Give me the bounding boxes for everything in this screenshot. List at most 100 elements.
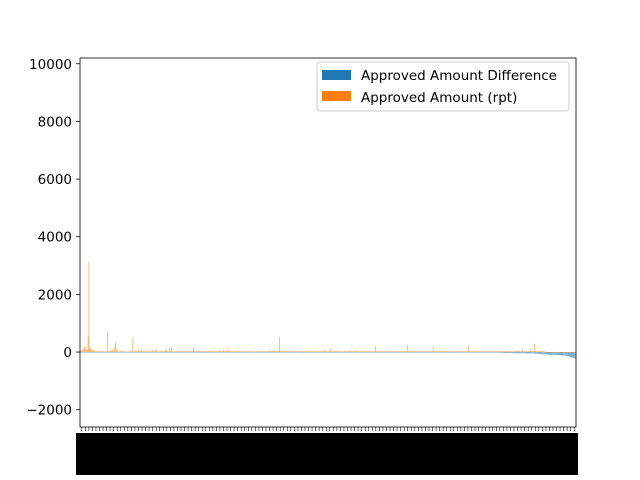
bar-approved-amount-rpt bbox=[205, 351, 207, 353]
bar-approved-amount-rpt bbox=[490, 351, 491, 353]
bar-approved-amount-difference bbox=[507, 352, 509, 353]
bar-approved-amount-rpt bbox=[144, 351, 146, 353]
bar-approved-amount-rpt bbox=[201, 351, 202, 353]
bar-approved-amount-difference bbox=[147, 352, 149, 353]
bar-approved-amount-rpt bbox=[153, 351, 155, 353]
bar-approved-amount-rpt bbox=[569, 352, 570, 353]
bar-approved-amount-difference bbox=[559, 352, 561, 356]
bar-approved-amount-difference bbox=[487, 352, 488, 353]
bar-approved-amount-rpt bbox=[464, 351, 466, 353]
bar-approved-amount-difference bbox=[249, 352, 251, 353]
bar-approved-amount-difference bbox=[504, 352, 506, 353]
bar-approved-amount-difference bbox=[338, 352, 339, 353]
bar-approved-amount-difference bbox=[308, 352, 309, 353]
bar-approved-amount-rpt bbox=[193, 347, 194, 353]
bar-approved-amount-rpt bbox=[89, 349, 91, 353]
bar-approved-amount-difference bbox=[532, 352, 533, 354]
bar-approved-amount-rpt bbox=[353, 351, 354, 353]
bar-approved-amount-rpt bbox=[250, 350, 252, 353]
bar-approved-amount-rpt bbox=[527, 350, 528, 353]
bar-approved-amount-rpt bbox=[505, 350, 506, 353]
bar-approved-amount-difference bbox=[235, 352, 237, 353]
bar-approved-amount-rpt bbox=[284, 350, 286, 353]
bar-approved-amount-rpt bbox=[96, 351, 97, 353]
bar-approved-amount-rpt bbox=[126, 351, 127, 353]
bar-approved-amount-rpt bbox=[404, 351, 405, 353]
bar-approved-amount-rpt bbox=[447, 350, 448, 353]
bar-approved-amount-rpt bbox=[380, 350, 382, 353]
bar-approved-amount-rpt bbox=[360, 350, 361, 353]
bar-approved-amount-difference bbox=[492, 352, 494, 353]
bar-approved-amount-rpt bbox=[307, 351, 308, 353]
bar-approved-amount-rpt bbox=[573, 352, 575, 353]
bar-approved-amount-rpt bbox=[434, 351, 436, 353]
bar-approved-amount-rpt bbox=[348, 351, 350, 353]
bar-approved-amount-difference bbox=[248, 352, 250, 353]
bar-approved-amount-rpt bbox=[209, 350, 210, 353]
bar-approved-amount-rpt bbox=[130, 351, 132, 353]
bar-approved-amount-rpt bbox=[354, 351, 355, 353]
bar-approved-amount-rpt bbox=[102, 351, 103, 353]
bar-approved-amount-rpt bbox=[473, 351, 474, 353]
bar-approved-amount-difference bbox=[210, 352, 211, 353]
bar-approved-amount-difference bbox=[330, 352, 331, 353]
bar-approved-amount-difference bbox=[424, 352, 425, 353]
bar-approved-amount-difference bbox=[318, 352, 319, 353]
bar-approved-amount-rpt bbox=[426, 351, 427, 353]
bar-approved-amount-rpt bbox=[526, 351, 527, 353]
bar-approved-amount-rpt bbox=[482, 351, 483, 353]
y-tick-label: 4000 bbox=[38, 230, 72, 246]
bar-approved-amount-difference bbox=[512, 352, 513, 354]
bar-approved-amount-rpt bbox=[118, 351, 120, 353]
bar-approved-amount-rpt bbox=[155, 350, 156, 353]
bar-approved-amount-difference bbox=[355, 352, 357, 353]
bar-approved-amount-rpt bbox=[207, 350, 209, 353]
bar-approved-amount-difference bbox=[285, 352, 286, 353]
bar-approved-amount-rpt bbox=[369, 351, 371, 353]
bar-approved-amount-rpt bbox=[319, 351, 320, 353]
bar-approved-amount-rpt bbox=[190, 351, 191, 353]
bar-approved-amount-rpt bbox=[117, 351, 119, 353]
bar-approved-amount-difference bbox=[549, 352, 551, 355]
bar-approved-amount-difference bbox=[134, 352, 135, 353]
bar-approved-amount-difference bbox=[494, 352, 496, 353]
bar-approved-amount-difference bbox=[533, 352, 534, 354]
bar-approved-amount-rpt bbox=[570, 352, 572, 353]
bar-approved-amount-difference bbox=[278, 352, 280, 353]
bar-approved-amount-difference bbox=[484, 352, 486, 353]
bar-approved-amount-difference bbox=[444, 352, 445, 353]
bar-approved-amount-difference bbox=[186, 352, 187, 353]
bar-approved-amount-difference bbox=[407, 352, 409, 353]
bar-approved-amount-difference bbox=[115, 352, 116, 353]
bar-approved-amount-rpt bbox=[507, 350, 509, 353]
bar-approved-amount-rpt bbox=[336, 351, 338, 353]
bar-approved-amount-rpt bbox=[562, 352, 564, 353]
bar-approved-amount-rpt bbox=[134, 351, 135, 353]
bar-approved-amount-difference bbox=[470, 352, 472, 353]
bar-approved-amount-rpt bbox=[496, 350, 498, 353]
bar-approved-amount-difference bbox=[473, 352, 475, 353]
bar-approved-amount-difference bbox=[423, 352, 424, 353]
bar-approved-amount-rpt bbox=[431, 351, 433, 353]
bar-approved-amount-rpt bbox=[552, 352, 554, 353]
bar-approved-amount-difference bbox=[490, 352, 491, 353]
bar-approved-amount-difference bbox=[570, 352, 572, 357]
bar-approved-amount-difference bbox=[534, 352, 535, 354]
bar-approved-amount-rpt bbox=[260, 351, 262, 353]
bar-approved-amount-rpt bbox=[535, 350, 536, 353]
bar-approved-amount-rpt bbox=[92, 350, 93, 353]
bar-approved-amount-rpt bbox=[411, 351, 413, 353]
bar-approved-amount-difference bbox=[89, 352, 90, 353]
bar-approved-amount-difference bbox=[341, 352, 343, 353]
bar-approved-amount-rpt bbox=[230, 351, 232, 353]
bar-approved-amount-difference bbox=[275, 352, 276, 353]
bar-approved-amount-difference bbox=[133, 352, 134, 353]
bar-approved-amount-rpt bbox=[549, 352, 550, 353]
bar-approved-amount-rpt bbox=[373, 351, 374, 353]
y-tick-label: 0 bbox=[63, 345, 72, 361]
bar-approved-amount-rpt bbox=[226, 350, 228, 353]
bar-approved-amount-rpt bbox=[505, 351, 507, 353]
bar-approved-amount-difference bbox=[329, 352, 330, 353]
y-tick-label: 6000 bbox=[38, 172, 72, 188]
bar-approved-amount-difference bbox=[538, 352, 540, 355]
